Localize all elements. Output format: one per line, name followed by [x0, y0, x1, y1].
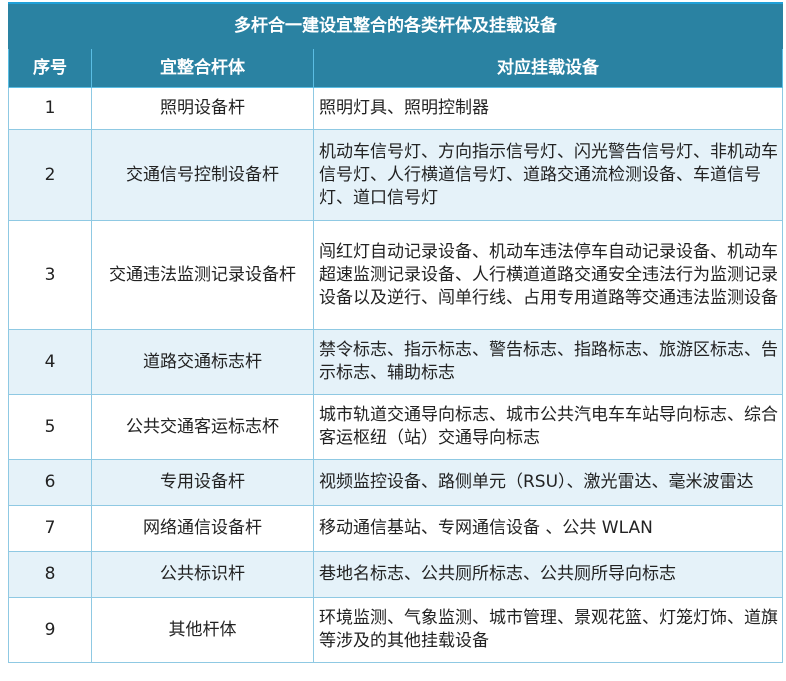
row-devices: 闯红灯自动记录设备、机动车违法停车自动记录设备、机动车超速监测记录设备、人行横道… — [313, 220, 783, 330]
row-number: 7 — [8, 505, 92, 552]
row-pole-type: 交通违法监测记录设备杆 — [91, 220, 314, 330]
table-row: 6 专用设备杆 视频监控设备、路侧单元（RSU）、激光雷达、毫米波雷达 — [8, 459, 783, 506]
row-pole-type: 专用设备杆 — [91, 459, 314, 506]
table-row: 3 交通违法监测记录设备杆 闯红灯自动记录设备、机动车违法停车自动记录设备、机动车超… — [8, 220, 783, 330]
row-devices: 视频监控设备、路侧单元（RSU）、激光雷达、毫米波雷达 — [313, 459, 783, 506]
row-devices: 环境监测、气象监测、城市管理、景观花篮、灯笼灯饰、道旗等涉及的其他挂载设备 — [313, 597, 783, 663]
row-number: 2 — [8, 129, 92, 221]
row-devices: 照明灯具、照明控制器 — [313, 87, 783, 130]
row-pole-type: 照明设备杆 — [91, 87, 314, 130]
pole-equipment-table: 多杆合一建设宜整合的各类杆体及挂载设备 序号 宜整合杆体 对应挂载设备 1 照明设… — [8, 2, 783, 663]
row-pole-type: 其他杆体 — [91, 597, 314, 663]
row-pole-type: 交通信号控制设备杆 — [91, 129, 314, 221]
row-devices: 巷地名标志、公共厕所标志、公共厕所导向标志 — [313, 551, 783, 598]
row-pole-type: 公共交通客运标志杯 — [91, 394, 314, 460]
row-pole-type: 道路交通标志杆 — [91, 329, 314, 395]
row-number: 5 — [8, 394, 92, 460]
table-row: 9 其他杆体 环境监测、气象监测、城市管理、景观花篮、灯笼灯饰、道旗等涉及的其他挂载… — [8, 597, 783, 663]
table-title: 多杆合一建设宜整合的各类杆体及挂载设备 — [8, 2, 783, 49]
row-devices: 机动车信号灯、方向指示信号灯、闪光警告信号灯、非机动车信号灯、人行横道信号灯、道… — [313, 129, 783, 221]
table-row: 4 道路交通标志杆 禁令标志、指示标志、警告标志、指路标志、旅游区标志、告示标志、辅… — [8, 329, 783, 395]
row-pole-type: 网络通信设备杆 — [91, 505, 314, 552]
table-row: 8 公共标识杆 巷地名标志、公共厕所标志、公共厕所导向标志 — [8, 551, 783, 598]
table-row: 2 交通信号控制设备杆 机动车信号灯、方向指示信号灯、闪光警告信号灯、非机动车信号灯… — [8, 129, 783, 221]
row-number: 8 — [8, 551, 92, 598]
table-row: 1 照明设备杆 照明灯具、照明控制器 — [8, 87, 783, 130]
row-pole-type: 公共标识杆 — [91, 551, 314, 598]
header-no: 序号 — [8, 48, 92, 88]
row-number: 4 — [8, 329, 92, 395]
header-devices: 对应挂载设备 — [313, 48, 783, 88]
row-number: 1 — [8, 87, 92, 130]
row-devices: 城市轨道交通导向标志、城市公共汽电车车站导向标志、综合客运枢纽（站）交通导向标志 — [313, 394, 783, 460]
row-number: 9 — [8, 597, 92, 663]
table-row: 5 公共交通客运标志杯 城市轨道交通导向标志、城市公共汽电车车站导向标志、综合客运枢… — [8, 394, 783, 460]
row-number: 3 — [8, 220, 92, 330]
row-devices: 移动通信基站、专网通信设备 、公共 WLAN — [313, 505, 783, 552]
row-number: 6 — [8, 459, 92, 506]
header-pole: 宜整合杆体 — [91, 48, 314, 88]
table-row: 7 网络通信设备杆 移动通信基站、专网通信设备 、公共 WLAN — [8, 505, 783, 552]
row-devices: 禁令标志、指示标志、警告标志、指路标志、旅游区标志、告示标志、辅助标志 — [313, 329, 783, 395]
